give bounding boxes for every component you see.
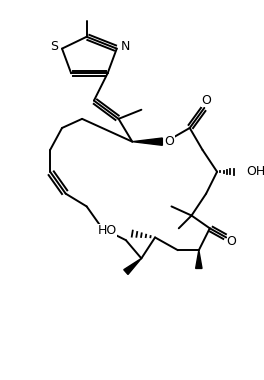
Text: O: O xyxy=(227,234,237,248)
Text: S: S xyxy=(50,40,58,53)
Polygon shape xyxy=(196,250,202,268)
Text: O: O xyxy=(165,135,175,148)
Text: O: O xyxy=(201,94,211,107)
Polygon shape xyxy=(132,138,162,145)
Text: OH: OH xyxy=(246,165,264,178)
Polygon shape xyxy=(124,258,142,274)
Text: HO: HO xyxy=(97,224,117,237)
Text: N: N xyxy=(121,40,131,53)
